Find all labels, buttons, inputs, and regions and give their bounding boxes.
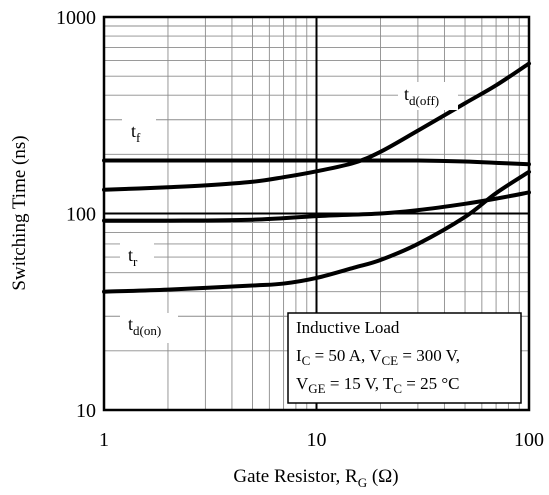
x-axis-label-sub: G xyxy=(358,475,367,490)
cond2-p3: = 300 V, xyxy=(398,346,460,365)
conditions-line-3: VGE = 15 V, TC = 25 °C xyxy=(296,374,459,396)
label-tdon-main: t xyxy=(128,314,133,334)
cond3-p2: = 15 V, T xyxy=(326,374,394,393)
x-axis-label: Gate Resistor, RG (Ω) xyxy=(233,466,398,490)
x-tick-label: 100 xyxy=(514,429,544,451)
cond2-p2: = 50 A, V xyxy=(310,346,382,365)
label-tdoff-bg xyxy=(398,82,458,110)
series-lines xyxy=(102,61,531,294)
conditions-line-2: IC = 50 A, VCE = 300 V, xyxy=(296,346,460,368)
y-tick-label: 100 xyxy=(66,204,96,226)
x-tick-label: 1 xyxy=(99,429,109,451)
conditions-box: Inductive Load IC = 50 A, VCE = 300 V, V… xyxy=(287,312,522,404)
y-tick-label: 10 xyxy=(76,400,96,422)
cond3-s2: C xyxy=(393,381,402,396)
label-tdon-sub: d(on) xyxy=(133,323,161,338)
label-tr-bg xyxy=(120,242,154,272)
x-axis-label-unit: (Ω) xyxy=(367,466,399,487)
y-axis-label: Switching Time (ns) xyxy=(9,135,30,290)
curve-labels: tf td(off) tr td(on) xyxy=(120,82,458,343)
conditions-box-frame xyxy=(287,312,522,404)
cond3-p3: = 25 °C xyxy=(402,374,459,393)
cond2-s2: CE xyxy=(382,353,399,368)
plot-frame xyxy=(102,15,531,412)
x-axis-label-main: Gate Resistor, R xyxy=(233,466,358,487)
label-tf-bg xyxy=(122,118,156,148)
label-tdon: td(on) xyxy=(128,314,161,338)
label-tr-main: t xyxy=(128,245,133,265)
label-tf-main: t xyxy=(131,121,136,141)
label-tf-sub: f xyxy=(136,130,141,145)
label-tdoff: td(off) xyxy=(404,84,439,108)
x-tick-label: 10 xyxy=(307,429,327,451)
cond2-s1: C xyxy=(302,353,311,368)
cond3-p1: V xyxy=(296,374,309,393)
series-line-tf xyxy=(102,158,531,167)
label-tr-sub: r xyxy=(133,254,138,269)
label-tf: tf xyxy=(131,121,141,145)
label-tdon-bg xyxy=(120,313,178,343)
conditions-line-1: Inductive Load xyxy=(296,318,400,337)
series-line-tdon xyxy=(102,169,531,294)
label-tdoff-main: t xyxy=(404,84,409,104)
cond3-s1: GE xyxy=(308,381,325,396)
label-tr: tr xyxy=(128,245,138,269)
y-tick-label: 1000 xyxy=(56,7,96,29)
cond2-p1: I xyxy=(296,346,302,365)
series-line-tdoff xyxy=(102,61,531,192)
label-tdoff-sub: d(off) xyxy=(409,93,439,108)
